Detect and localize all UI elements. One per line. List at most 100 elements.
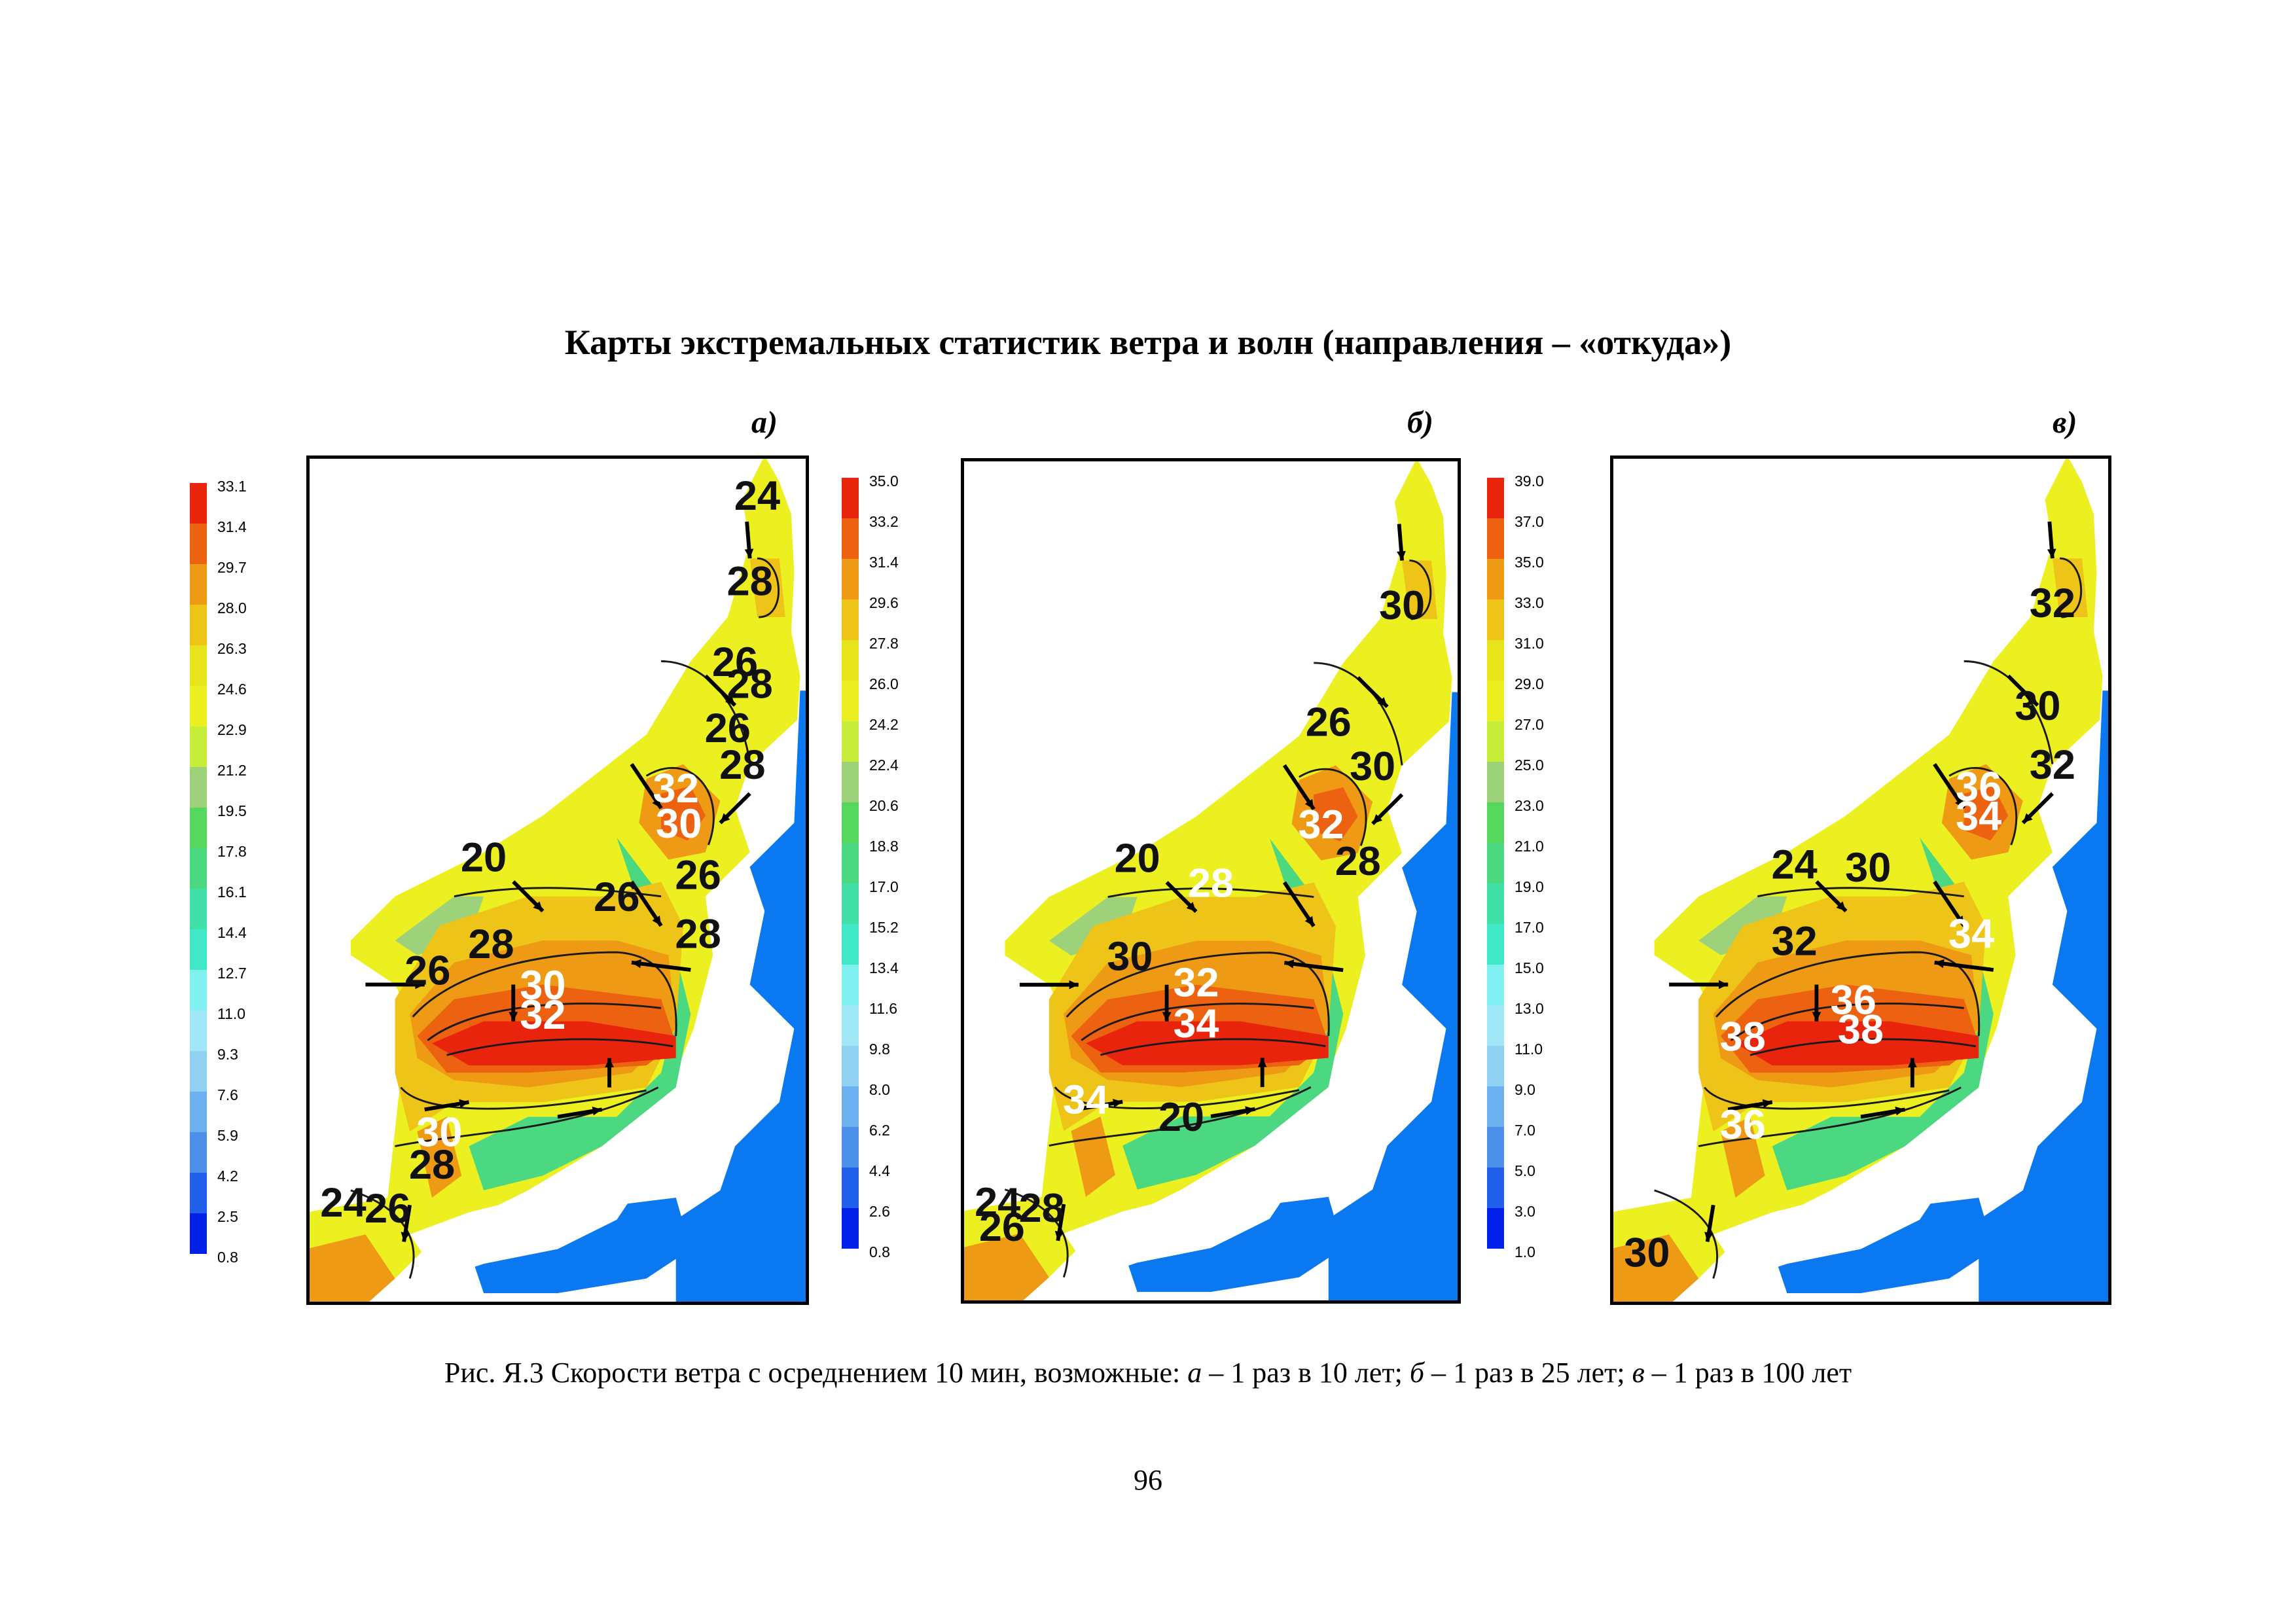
legend-swatch	[190, 605, 207, 645]
wind-direction-arrow	[1282, 764, 1316, 811]
wind-direction-arrow	[704, 674, 737, 707]
isoline	[1054, 1086, 1300, 1110]
legend-tick-label: 21.0	[1515, 838, 1544, 855]
page-title: Карты экстремальных статистик ветра и во…	[564, 323, 1732, 362]
arrow-head	[1054, 1230, 1064, 1241]
legend-tick-label: 3.0	[1515, 1203, 1535, 1220]
isoline	[1049, 1086, 1312, 1147]
contour-label: 24	[320, 1180, 366, 1226]
legend-swatch	[190, 483, 207, 524]
wind-direction-arrow	[1356, 676, 1389, 709]
contour-label: 30	[520, 963, 565, 1008]
wind-direction-arrow	[605, 1058, 614, 1088]
contour-label: 28	[1335, 838, 1381, 884]
arrow-head	[1812, 1012, 1821, 1022]
sea-area	[1979, 690, 2111, 1305]
arrow-head	[631, 959, 641, 969]
land-cutout	[410, 1190, 632, 1279]
legend-swatch	[1487, 1046, 1504, 1086]
arrow-shaft	[1934, 960, 1994, 972]
wind-direction-arrow	[1054, 1204, 1066, 1241]
legend-tick-label: 0.8	[217, 1249, 238, 1266]
arrow-head	[1372, 814, 1383, 824]
wind-speed-band	[1772, 837, 1994, 1190]
legend-swatch	[842, 478, 859, 518]
contour-label: 36	[1956, 764, 2001, 810]
arrow-head	[1186, 902, 1196, 912]
contour-label: 32	[2030, 742, 2075, 788]
legend-tick-label: 27.0	[1515, 716, 1544, 733]
caption-letter-b: б	[1409, 1357, 1424, 1389]
sea-area	[1772, 1198, 1994, 1294]
legend-tick-label: 11.0	[1515, 1041, 1543, 1058]
arrow-head	[725, 695, 736, 705]
legend-swatch	[1487, 1168, 1504, 1208]
wind-direction-arrow	[1283, 959, 1344, 972]
wind-direction-arrow	[424, 1099, 469, 1112]
contour-label: 24	[975, 1179, 1020, 1225]
wind-direction-arrow	[1165, 881, 1198, 913]
legend-tick-label: 9.0	[1515, 1081, 1535, 1098]
legend-swatch	[842, 1046, 859, 1086]
legend-tick-label: 25.0	[1515, 757, 1544, 774]
contour-label: 36	[1720, 1102, 1766, 1148]
isoline	[1749, 1038, 1976, 1056]
legend-swatch	[190, 1213, 207, 1254]
legend-tick-label: 7.6	[217, 1086, 238, 1103]
contour-label: 32	[1772, 919, 1818, 965]
caption-letter-a: а	[1187, 1357, 1202, 1389]
contour-label: 20	[461, 835, 507, 881]
arrow-head	[1257, 1058, 1267, 1067]
sea-area	[1328, 692, 1461, 1304]
contour-label: 26	[979, 1204, 1025, 1250]
contour-label: 30	[1624, 1230, 1670, 1276]
contour-label: 26	[365, 1186, 410, 1232]
contour-label: 30	[1379, 582, 1425, 628]
legend-tick-label: 20.6	[869, 797, 899, 814]
legend-swatch	[1487, 721, 1504, 762]
legend-swatch	[190, 889, 207, 929]
legend-swatch	[190, 1051, 207, 1092]
contour-label: 20	[1158, 1094, 1204, 1140]
legend-tick-label: 33.2	[869, 513, 899, 530]
isoline	[1698, 1086, 1962, 1147]
figure-caption: Рис. Я.3 Скорости ветра с осреднением 10…	[0, 1356, 2296, 1389]
arrow-head	[2028, 695, 2038, 705]
contour-label: 32	[2030, 580, 2075, 626]
wind-speed-map-c: 32 30 32 36 34 24 30 32 34 36 38 38 36 30	[1610, 455, 2111, 1305]
wind-speed-band	[961, 1233, 1049, 1304]
legend-swatch	[1487, 1086, 1504, 1127]
legend-swatch	[1487, 1208, 1504, 1249]
arrow-shaft	[631, 960, 691, 972]
panel-letter-c: в)	[2053, 405, 2077, 440]
arrow-head	[2022, 813, 2033, 823]
legend-swatch	[842, 599, 859, 640]
legend-swatch	[1487, 640, 1504, 681]
contour-label: 28	[719, 742, 765, 788]
legend-tick-label: 5.9	[217, 1127, 238, 1144]
contour-label: 30	[2015, 683, 2060, 729]
legend-swatch	[842, 1005, 859, 1046]
legend-tick-label: 4.4	[869, 1162, 890, 1179]
legend-tick-label: 6.2	[869, 1122, 890, 1139]
legend-swatch	[842, 1127, 859, 1168]
contour-label: 28	[468, 921, 514, 967]
page-number: 96	[1134, 1464, 1162, 1496]
isoline	[400, 1086, 647, 1110]
legend-tick-label: 12.7	[217, 965, 247, 982]
legend-swatch	[1487, 965, 1504, 1005]
caption-prefix: Рис. Я.3 Скорости ветра с осреднением 10…	[444, 1357, 1188, 1389]
contour-label: 34	[1174, 1001, 1219, 1046]
wind-direction-arrow	[1371, 793, 1404, 825]
legend-swatch	[1487, 1127, 1504, 1168]
wind-direction-arrow	[1933, 762, 1966, 810]
contour-label: 28	[726, 559, 772, 605]
legend-tick-label: 28.0	[217, 599, 247, 616]
legend-swatch	[1487, 802, 1504, 843]
legend-swatch	[190, 848, 207, 889]
isoline	[1948, 767, 2018, 846]
legend-tick-label: 33.0	[1515, 594, 1544, 611]
legend-swatch	[842, 1208, 859, 1249]
legend-tick-label: 29.6	[869, 594, 899, 611]
